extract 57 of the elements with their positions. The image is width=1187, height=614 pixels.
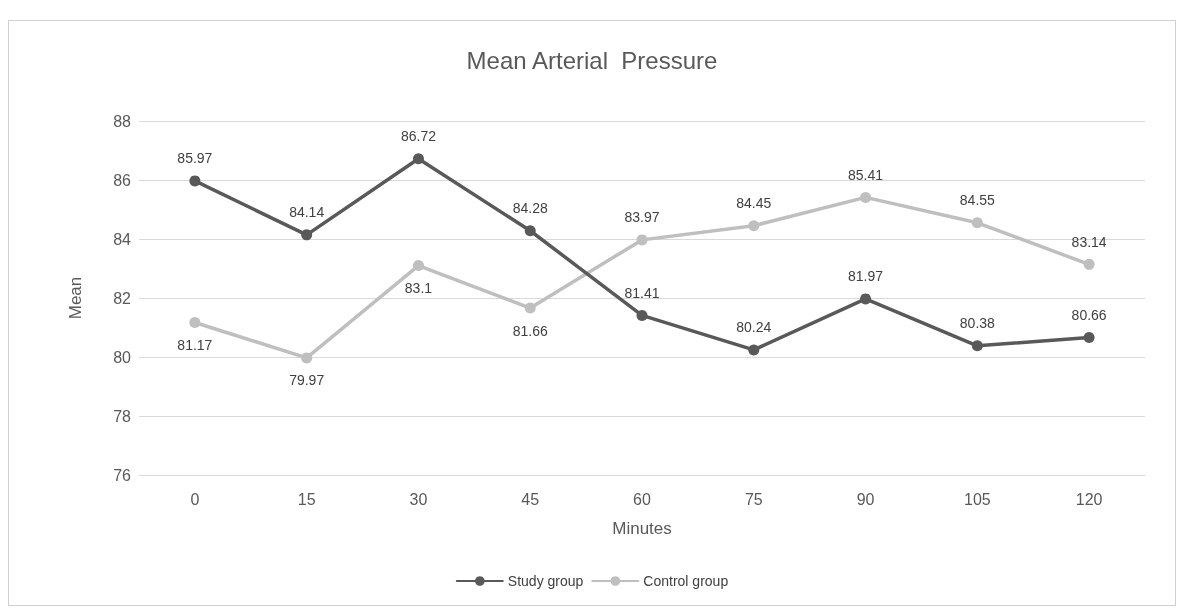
x-tick-label: 60 <box>633 490 651 508</box>
x-tick-label: 105 <box>963 490 991 508</box>
data-label: 80.66 <box>1071 307 1107 324</box>
point <box>1083 332 1095 344</box>
x-tick-label: 30 <box>409 490 428 508</box>
data-label: 79.97 <box>289 372 325 389</box>
point <box>412 260 424 272</box>
data-label: 83.97 <box>624 209 660 226</box>
x-tick-label: 120 <box>1075 490 1103 508</box>
x-tick-label: 90 <box>856 490 875 508</box>
point <box>636 309 648 321</box>
data-label: 81.41 <box>624 284 660 301</box>
x-tick-label: 75 <box>744 490 763 508</box>
point <box>301 352 313 364</box>
data-label: 80.24 <box>736 319 772 336</box>
point <box>860 293 872 305</box>
point <box>524 225 536 237</box>
data-label: 81.66 <box>512 322 548 339</box>
legend-label: Study group <box>507 573 584 589</box>
data-label: 85.97 <box>177 150 213 167</box>
y-tick-label: 76 <box>113 466 132 484</box>
y-tick-label: 88 <box>113 112 132 130</box>
y-tick-label: 86 <box>113 171 132 189</box>
point <box>971 217 983 229</box>
point <box>748 344 760 356</box>
point <box>1083 258 1095 270</box>
point <box>301 229 313 241</box>
y-tick-label: 82 <box>113 289 132 307</box>
chart-title: Mean Arterial Pressure <box>466 46 718 74</box>
data-label: 84.14 <box>289 204 325 221</box>
y-tick-label: 80 <box>113 348 132 366</box>
point <box>189 316 201 328</box>
legend-label: Control group <box>643 573 729 589</box>
data-label: 85.41 <box>848 166 884 183</box>
data-label: 84.55 <box>959 192 996 209</box>
data-label: 83.14 <box>1071 233 1107 250</box>
y-tick-label: 78 <box>113 407 132 425</box>
data-label: 81.97 <box>848 268 884 285</box>
x-tick-label: 0 <box>190 490 200 508</box>
x-tick-label: 45 <box>521 490 540 508</box>
data-label: 84.28 <box>512 200 548 217</box>
data-label: 81.17 <box>177 336 213 353</box>
point <box>524 302 536 314</box>
data-label: 84.45 <box>736 195 772 212</box>
point <box>412 153 424 165</box>
data-label: 86.72 <box>400 128 437 145</box>
data-label: 80.38 <box>959 315 996 332</box>
x-axis-title: Minutes <box>612 519 672 538</box>
y-axis-title: Mean <box>66 276 85 320</box>
point <box>971 340 983 352</box>
point <box>860 191 872 203</box>
y-tick-label: 84 <box>113 230 132 248</box>
x-tick-label: 15 <box>297 490 316 508</box>
point <box>748 220 760 232</box>
data-label: 83.1 <box>404 280 433 297</box>
point <box>636 234 648 246</box>
point <box>189 175 201 187</box>
